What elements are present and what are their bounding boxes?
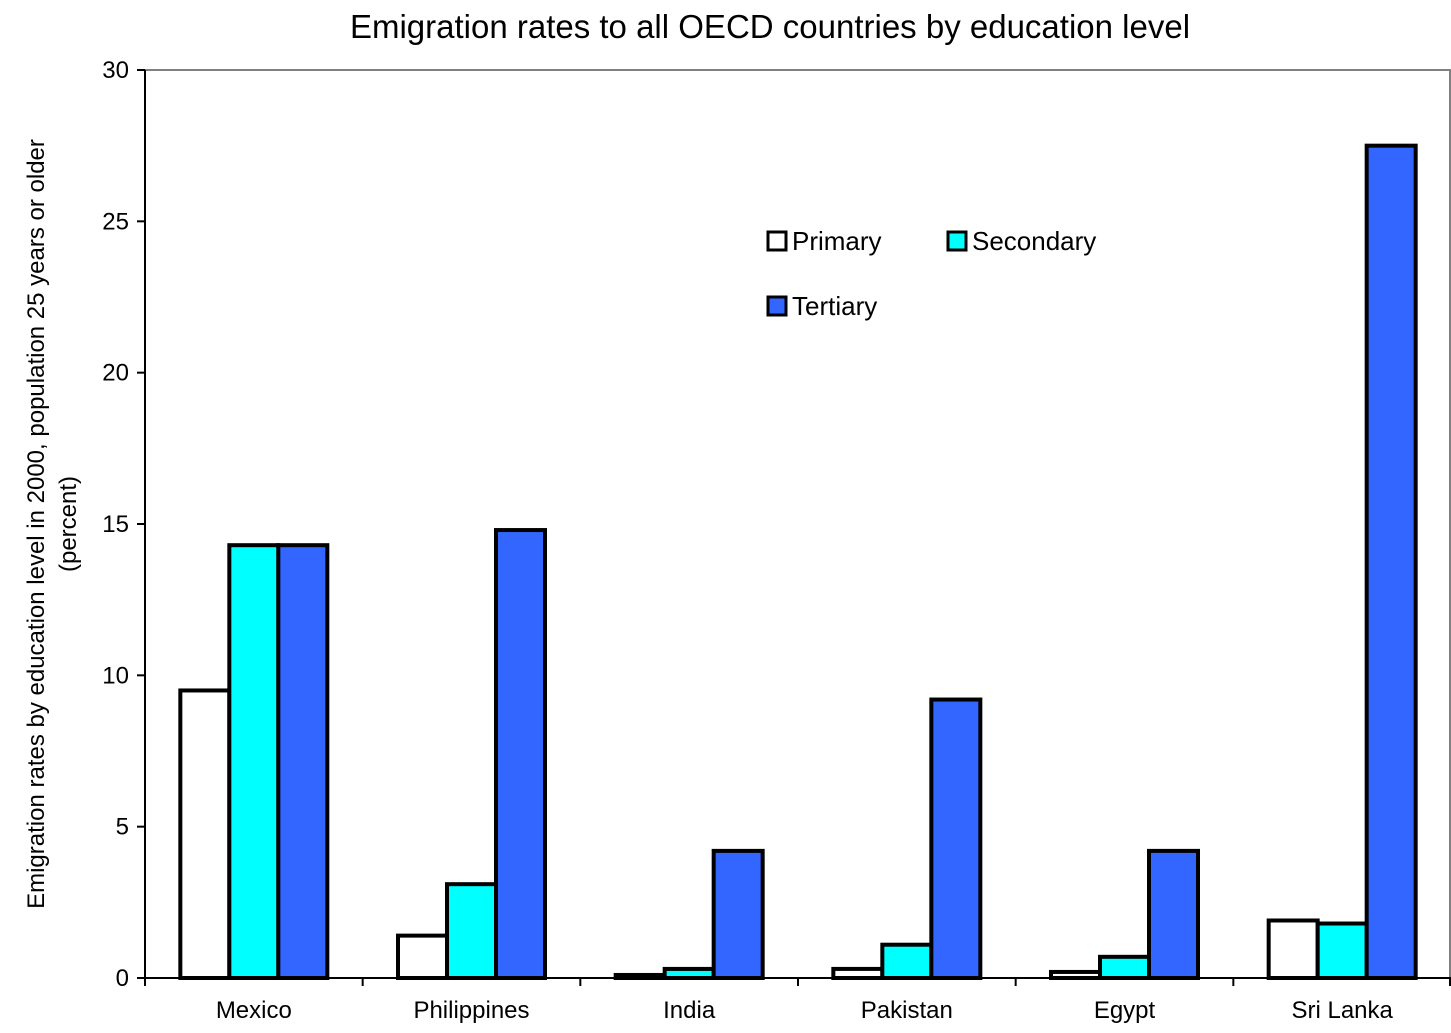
y-tick-label: 15 [102, 511, 129, 538]
x-category-label: Philippines [413, 997, 529, 1024]
y-axis-title-line-1: Emigration rates by education level in 2… [23, 139, 50, 909]
bar-tertiary-sri-lanka [1364, 143, 1418, 980]
x-axis: Mexico Philippines India Pakistan Egypt Sri L… [144, 978, 1451, 1024]
bar-secondary-egypt [1098, 954, 1151, 981]
y-tick-label: 5 [116, 814, 129, 841]
bar-primary-mexico [178, 688, 232, 980]
bar-secondary-pakistan [880, 942, 934, 980]
bar-tertiary-mexico [276, 543, 330, 980]
x-category-label: Sri Lanka [1291, 997, 1393, 1024]
legend-item-tertiary: Tertiary [766, 291, 877, 321]
legend: Primary Secondary Tertiary [766, 226, 1096, 321]
bar-primary-pakistan [831, 966, 885, 980]
bar-tertiary-india [711, 848, 765, 981]
bar-secondary-sri-lanka [1315, 921, 1369, 981]
bar-primary-india [613, 972, 667, 980]
bar-primary-philippines [396, 933, 449, 980]
chart-title: Emigration rates to all OECD countries b… [350, 8, 1190, 45]
legend-label: Secondary [972, 226, 1096, 256]
y-tick-label: 10 [102, 662, 129, 689]
bar-secondary-philippines [445, 882, 498, 981]
legend-swatch [946, 230, 968, 252]
legend-item-secondary: Secondary [946, 226, 1096, 256]
y-tick-label: 0 [116, 965, 129, 992]
y-axis-title: Emigration rates by education level in 2… [23, 139, 82, 909]
y-axis: 0 5 10 15 20 25 30 [102, 57, 145, 992]
bar-tertiary-philippines [494, 528, 547, 980]
y-tick-label: 20 [102, 360, 129, 387]
x-category-label: India [663, 997, 716, 1024]
legend-item-primary: Primary [766, 226, 882, 256]
legend-swatch [766, 230, 788, 252]
legend-label: Tertiary [792, 291, 877, 321]
legend-swatch [766, 295, 788, 317]
x-category-label: Mexico [216, 997, 292, 1024]
bar-secondary-mexico [227, 543, 281, 980]
x-category-label: Pakistan [861, 997, 953, 1024]
bar-primary-egypt [1049, 969, 1102, 980]
bars [178, 143, 1418, 981]
x-category-label: Egypt [1094, 997, 1156, 1024]
bar-primary-sri-lanka [1266, 918, 1320, 981]
y-tick-label: 30 [102, 57, 129, 84]
bar-tertiary-egypt [1147, 848, 1200, 981]
y-tick-label: 25 [102, 208, 129, 235]
plot-frame [144, 69, 1451, 979]
bar-secondary-india [662, 966, 716, 980]
y-axis-title-line-2: (percent) [55, 476, 82, 572]
legend-label: Primary [792, 226, 882, 256]
bar-tertiary-pakistan [929, 697, 983, 981]
